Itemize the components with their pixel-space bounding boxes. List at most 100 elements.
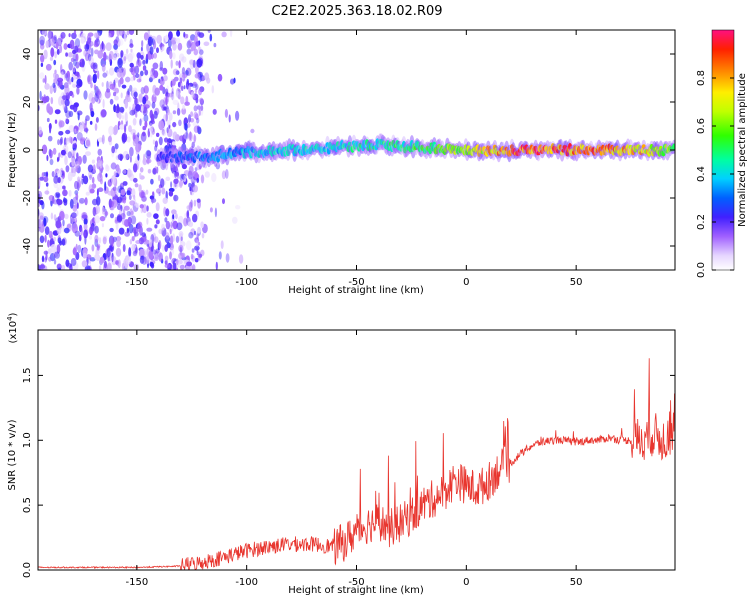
spectrogram-noise-cell (194, 245, 200, 251)
spectrogram-noise-cell (161, 187, 166, 195)
spectrogram-noise-cell (115, 52, 120, 58)
spectrogram-noise-cell (129, 67, 134, 73)
spectrogram-noise-cell (170, 221, 173, 228)
colorbar-tick-label: 0.2 (696, 214, 707, 230)
spectrogram-noise-cell (103, 51, 107, 62)
spectrogram-noise-cell (150, 198, 157, 203)
spectrogram-noise-cell (101, 134, 105, 145)
spectrogram-noise-cell (188, 39, 193, 47)
spectrogram-noise-cell (56, 80, 60, 86)
spectrogram-noise-cell (157, 174, 161, 182)
spectrogram-noise-cell (109, 227, 114, 233)
spectrogram-noise-cell (85, 52, 90, 62)
spectrogram-noise-cell (225, 169, 229, 179)
spectrogram-noise-cell (64, 155, 68, 166)
spectrogram-noise-cell (69, 104, 75, 110)
spectrogram-noise-cell (44, 226, 50, 236)
spectrogram-noise-cell (68, 33, 71, 38)
y-tick-label: 1.5 (22, 367, 33, 383)
spectrogram-noise-cell (211, 172, 217, 183)
spectrogram-noise-cell (93, 32, 99, 38)
spectrogram-noise-cell (45, 63, 52, 71)
spectrogram-noise-cell (161, 46, 165, 51)
spectrogram-noise-cell (56, 192, 60, 198)
spectrogram-noise-cell (171, 37, 176, 46)
spectrogram-noise-cell (164, 263, 171, 269)
spectrogram-noise-cell (79, 121, 85, 130)
spectrogram-noise-cell (66, 70, 70, 78)
snr-y-label: SNR (10 * v/v) (7, 419, 18, 490)
spectrogram-noise-cell (40, 62, 44, 67)
spectrogram-noise-cell (79, 62, 82, 67)
spectrogram-noise-cell (158, 228, 163, 234)
spectrogram-noise-cell (162, 197, 168, 204)
spectrogram-noise-cell (129, 200, 136, 206)
spectrogram-noise-cell (140, 132, 147, 142)
spectrogram-noise-cell (116, 30, 121, 37)
spectrogram-noise-cell (137, 154, 140, 161)
spectrogram-noise-cell (186, 79, 189, 85)
spectrogram-noise-cell (179, 173, 185, 181)
spectrogram-noise-cell (108, 67, 115, 76)
spectrogram-noise-cell (177, 215, 184, 225)
spectrogram-noise-cell (50, 212, 54, 220)
spectrogram-noise-cell (71, 157, 75, 167)
spectrogram-noise-cell (115, 247, 122, 257)
colorbar-tick-label: 0.4 (696, 166, 707, 182)
spectrogram-noise-cell (192, 81, 197, 86)
snr-x-ticks: -150 -100 -50 0 50 (125, 330, 583, 588)
spectrogram-noise-cell (56, 187, 60, 194)
y-tick-label: 0.5 (22, 497, 33, 513)
spectrogram-noise-cell (52, 147, 57, 155)
spectrogram-noise-cell (70, 57, 74, 63)
spectrogram-noise-cell (196, 58, 203, 68)
spectrogram-noise-cell (99, 216, 106, 222)
spectrogram-noise-cell (92, 206, 97, 217)
spectrogram-noise-cell (94, 49, 99, 55)
spectrogram-noise-cell (44, 190, 50, 195)
colorbar-tick-label: 0.6 (696, 118, 707, 134)
spectrogram-noise-cell (192, 185, 198, 193)
spectrogram-noise-cell (138, 184, 142, 193)
spectrogram-noise-cell (143, 32, 149, 41)
spectrogram-noise-cell (56, 48, 60, 55)
spectrogram-noise-cell (99, 93, 103, 101)
spectrogram-noise-cell (195, 65, 199, 74)
spectrogram-noise-cell (183, 132, 190, 140)
spectrogram-noise-cell (176, 258, 179, 266)
spectrogram-noise-cell (188, 84, 191, 95)
spectrogram-noise-cell (165, 220, 171, 230)
spectrogram-noise-cell (44, 74, 47, 85)
spectrogram-noise-cell (85, 151, 91, 157)
spectrogram-noise-cell (53, 259, 57, 265)
spectrogram-noise-cell (74, 230, 81, 237)
spectrogram-noise-cell (119, 77, 124, 85)
spectrogram-noise-cell (68, 110, 74, 118)
spectrogram-noise-cell (82, 212, 88, 219)
spectrogram-noise-cell (123, 53, 129, 60)
spectrogram-noise-cell (60, 32, 66, 39)
spectrogram-noise-cell (141, 105, 144, 113)
spectrogram-noise-cell (140, 54, 144, 60)
spectrogram-noise-cell (235, 110, 240, 121)
spectrogram-noise-cell (43, 217, 47, 227)
spectrogram-noise-cell (117, 153, 124, 161)
spectrogram-noise-cell (143, 85, 149, 94)
spectrogram-noise-cell (145, 53, 149, 60)
spectrogram-noise-cell (238, 254, 244, 264)
spectrogram-noise-cell (126, 210, 131, 217)
spectrogram-noise-cell (128, 221, 131, 227)
spectrogram-noise-cell (135, 104, 141, 112)
spectrogram-noise-cell (172, 131, 178, 141)
spectrogram-noise-cell (49, 56, 54, 61)
spectrogram-noise-cell (106, 247, 111, 258)
spectrogram-noise-cell (175, 37, 181, 44)
spectrogram-noise-cell (196, 226, 202, 234)
spectrogram-noise-cell (172, 141, 176, 146)
spectrogram-noise-cell (90, 110, 95, 118)
spectrogram-noise-cell (64, 85, 70, 96)
spectrogram-noise-cell (73, 149, 76, 156)
spectrogram-noise-cell (58, 96, 63, 106)
spectrogram-noise-cell (185, 265, 190, 270)
spectrogram-noise-cell (188, 231, 194, 239)
